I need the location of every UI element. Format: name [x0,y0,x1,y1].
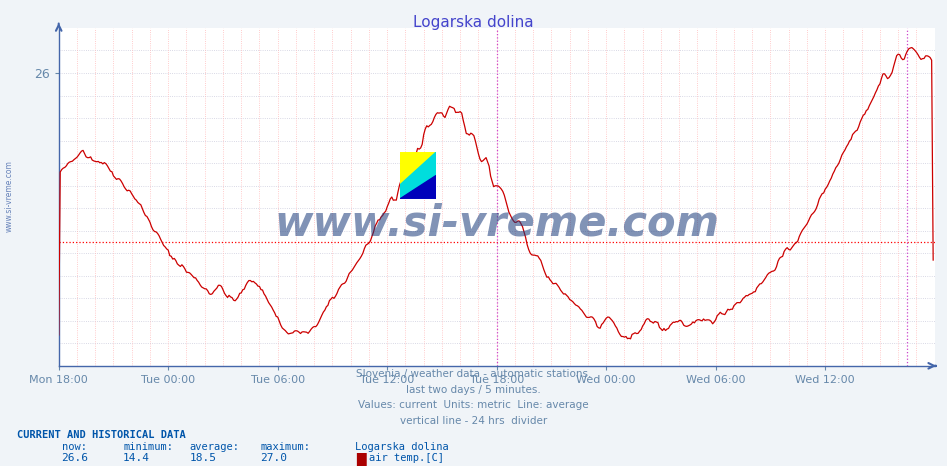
Text: maximum:: maximum: [260,442,311,452]
Text: 18.5: 18.5 [189,453,217,463]
Text: Logarska dolina: Logarska dolina [355,442,449,452]
Text: Logarska dolina: Logarska dolina [413,15,534,30]
Text: 26.6: 26.6 [62,453,89,463]
Text: minimum:: minimum: [123,442,173,452]
Text: www.si-vreme.com: www.si-vreme.com [275,203,719,245]
Text: vertical line - 24 hrs  divider: vertical line - 24 hrs divider [400,416,547,425]
Text: Slovenia / weather data - automatic stations.: Slovenia / weather data - automatic stat… [356,370,591,379]
Text: last two days / 5 minutes.: last two days / 5 minutes. [406,385,541,395]
Text: 27.0: 27.0 [260,453,288,463]
Text: now:: now: [62,442,86,452]
Polygon shape [400,152,436,199]
Text: 14.4: 14.4 [123,453,151,463]
Text: average:: average: [189,442,240,452]
Polygon shape [400,152,436,185]
Text: air temp.[C]: air temp.[C] [369,453,444,463]
Text: █: █ [356,452,366,466]
Text: CURRENT AND HISTORICAL DATA: CURRENT AND HISTORICAL DATA [17,430,186,440]
Text: Values: current  Units: metric  Line: average: Values: current Units: metric Line: aver… [358,400,589,410]
Polygon shape [400,176,436,199]
Text: www.si-vreme.com: www.si-vreme.com [5,160,14,232]
